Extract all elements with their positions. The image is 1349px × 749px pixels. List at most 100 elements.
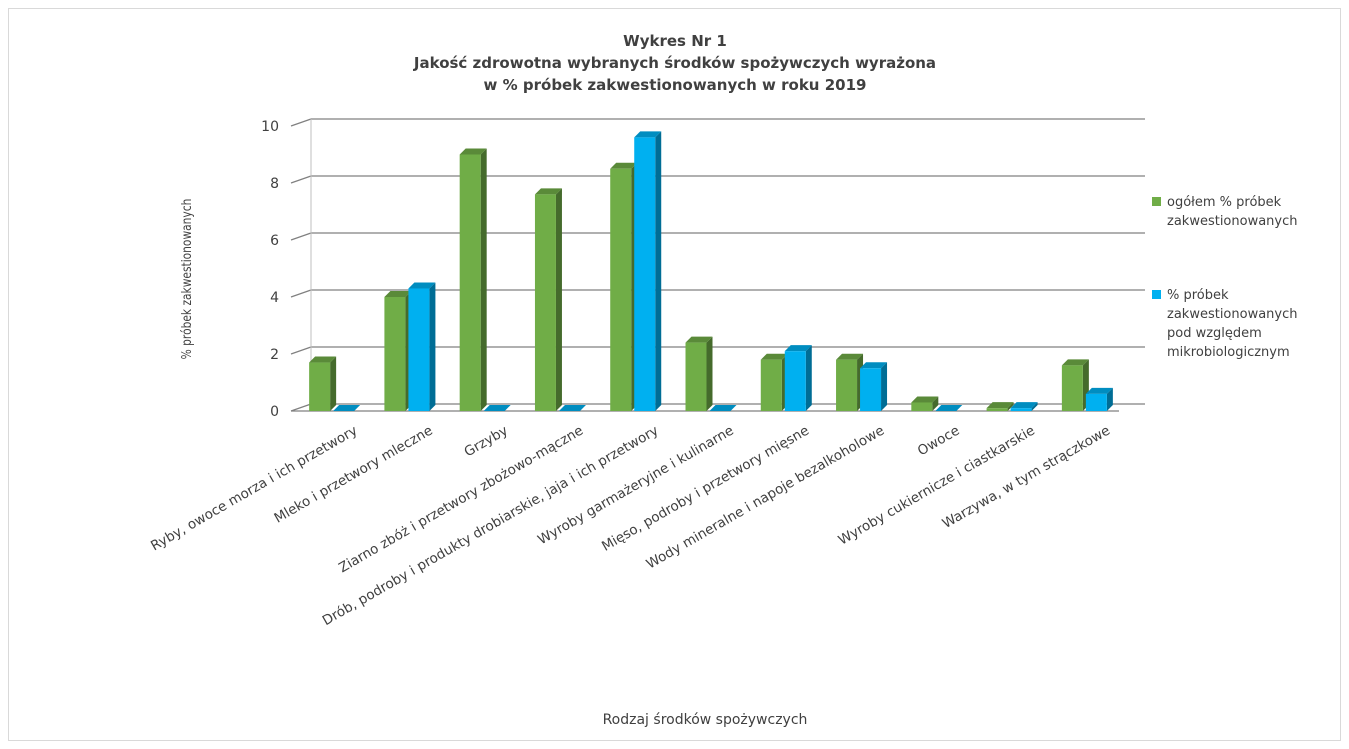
- x-tick-label: Drób, podroby i produkty drobiarskie, ja…: [320, 423, 662, 629]
- bar-top: [760, 353, 788, 360]
- bar-micro-0: [333, 405, 361, 411]
- bar-top: [1085, 387, 1113, 394]
- bars: [309, 131, 1113, 411]
- bar-top: [986, 402, 1014, 409]
- legend-item-micro: % próbek zakwestionowanych pod względem mik…: [1152, 288, 1298, 360]
- bar-side: [932, 396, 939, 411]
- bar-front: [836, 359, 858, 411]
- chart-frame: Wykres Nr 1 Jakość zdrowotna wybranych ś…: [8, 8, 1341, 741]
- bar-side: [555, 188, 562, 411]
- bar-top: [309, 356, 337, 363]
- bar-side: [881, 362, 888, 411]
- bar-front: [384, 297, 406, 411]
- bar-front: [634, 137, 656, 411]
- chart-title-line-2: Jakość zdrowotna wybranych środków spoży…: [413, 54, 936, 72]
- x-tick-label: Grzyby: [462, 423, 511, 461]
- bar-top: [709, 405, 737, 411]
- bar-micro-3: [558, 405, 586, 411]
- bar-top: [610, 162, 638, 169]
- y-tick-label: 8: [270, 176, 279, 192]
- bar-total-3: [534, 188, 562, 411]
- bar-chart: Wykres Nr 1 Jakość zdrowotna wybranych ś…: [148, 32, 1298, 728]
- bar-side: [1007, 402, 1014, 411]
- bar-total-4: [610, 162, 638, 411]
- chart-title-line-1: Wykres Nr 1: [623, 32, 727, 50]
- bar-front: [986, 408, 1008, 411]
- chart-title: Wykres Nr 1 Jakość zdrowotna wybranych ś…: [413, 32, 936, 94]
- legend-label-line: zakwestionowanych: [1167, 307, 1298, 322]
- bar-micro-4: [634, 131, 662, 411]
- gridline-depth: [290, 232, 312, 241]
- bar-top: [459, 148, 487, 155]
- bar-total-10: [1061, 359, 1089, 411]
- bar-front: [685, 342, 707, 411]
- bar-front: [534, 194, 556, 411]
- bar-front: [784, 351, 806, 411]
- legend-label-line: % próbek: [1167, 288, 1229, 303]
- bar-front: [459, 154, 481, 411]
- bar-top: [384, 291, 412, 297]
- bar-total-5: [685, 336, 713, 411]
- bar-top: [558, 405, 586, 411]
- gridline-depth: [290, 118, 312, 127]
- y-tick-label: 4: [270, 290, 279, 306]
- bar-micro-6: [784, 345, 812, 411]
- bar-total-6: [760, 353, 788, 411]
- bar-top: [685, 336, 713, 343]
- legend-item-total: ogółem % próbek zakwestionowanych: [1152, 195, 1298, 229]
- bar-micro-2: [483, 405, 511, 411]
- bar-top: [1061, 359, 1089, 366]
- legend-swatch: [1152, 197, 1161, 206]
- bar-total-1: [384, 291, 412, 411]
- bar-total-8: [911, 396, 939, 411]
- bar-micro-5: [709, 405, 737, 411]
- chart-title-line-3: w % próbek zakwestionowanych w roku 2019: [484, 76, 867, 94]
- bar-front: [860, 368, 882, 411]
- x-axis-label: Rodzaj środków spożywczych: [603, 712, 808, 728]
- bar-total-0: [309, 356, 337, 411]
- bar-top: [1010, 402, 1038, 409]
- bar-side: [805, 345, 812, 411]
- bar-front: [911, 402, 933, 411]
- bar-side: [330, 356, 337, 411]
- bar-side: [429, 282, 436, 411]
- bar-side: [655, 131, 662, 411]
- y-tick-label: 2: [270, 347, 279, 363]
- y-tick-label: 10: [261, 119, 279, 135]
- bar-front: [408, 288, 430, 411]
- bar-front: [760, 359, 782, 411]
- bar-side: [706, 336, 713, 411]
- y-axis-label: % próbek zakwestionowanych: [179, 199, 194, 360]
- bar-micro-9: [1010, 402, 1038, 411]
- y-tick-label: 0: [270, 404, 279, 420]
- gridline-depth: [290, 289, 312, 298]
- bar-front: [1085, 393, 1107, 411]
- bar-side: [480, 148, 487, 411]
- bar-top: [860, 362, 888, 369]
- bar-micro-8: [935, 405, 963, 411]
- bar-micro-7: [860, 362, 888, 411]
- bar-top: [911, 396, 939, 403]
- bar-top: [333, 405, 361, 411]
- bar-top: [784, 345, 812, 352]
- bar-top: [634, 131, 662, 138]
- legend-label-line: ogółem % próbek: [1167, 195, 1282, 210]
- bar-top: [534, 188, 562, 195]
- legend-label-line: pod względem: [1167, 326, 1262, 341]
- bar-micro-1: [408, 282, 436, 411]
- bar-total-9: [986, 402, 1014, 411]
- bar-front: [1061, 365, 1083, 411]
- bar-top: [836, 353, 864, 360]
- bar-side: [1106, 387, 1113, 411]
- bar-top: [408, 282, 436, 289]
- bar-front: [1010, 408, 1032, 411]
- bar-micro-10: [1085, 387, 1113, 411]
- y-tick-label: 6: [270, 233, 279, 249]
- bar-front: [610, 168, 632, 411]
- y-axis-ticks: 0 2 4 6 8 10: [261, 119, 279, 420]
- x-tick-label: Owoce: [915, 423, 963, 460]
- bar-front: [309, 362, 331, 411]
- gridline-depth: [290, 346, 312, 355]
